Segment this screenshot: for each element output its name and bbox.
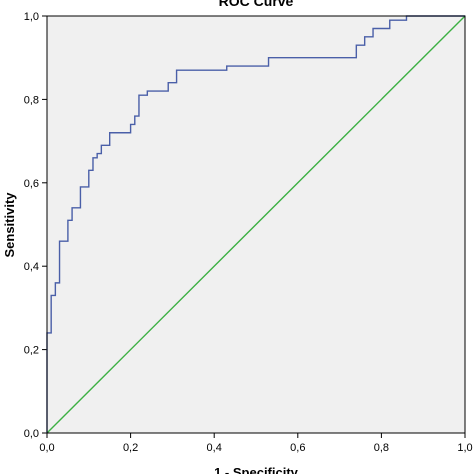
chart-title: ROC Curve: [219, 0, 294, 9]
x-tick-label: 0,8: [374, 442, 389, 454]
y-tick-label: 0,2: [24, 345, 39, 357]
x-tick-label: 1,0: [457, 442, 472, 454]
y-tick-label: 1,0: [24, 11, 39, 23]
curve: [46, 15, 465, 433]
curve: [46, 15, 466, 434]
y-tick-label: 0,8: [24, 94, 39, 106]
x-tick-label: 0,0: [39, 442, 54, 454]
x-tick-label: 0,4: [207, 442, 222, 454]
x-tick-label: 0,6: [290, 442, 305, 454]
x-tick-label: 0,2: [123, 442, 138, 454]
y-tick-label: 0,0: [24, 428, 39, 440]
y-tick-label: 0,6: [24, 178, 39, 190]
plot-border: [46, 15, 466, 434]
y-tick-label: 0,4: [24, 261, 39, 273]
x-axis-label: 1 - Specificity: [214, 465, 299, 474]
y-axis-label: Sensitivity: [2, 192, 17, 258]
